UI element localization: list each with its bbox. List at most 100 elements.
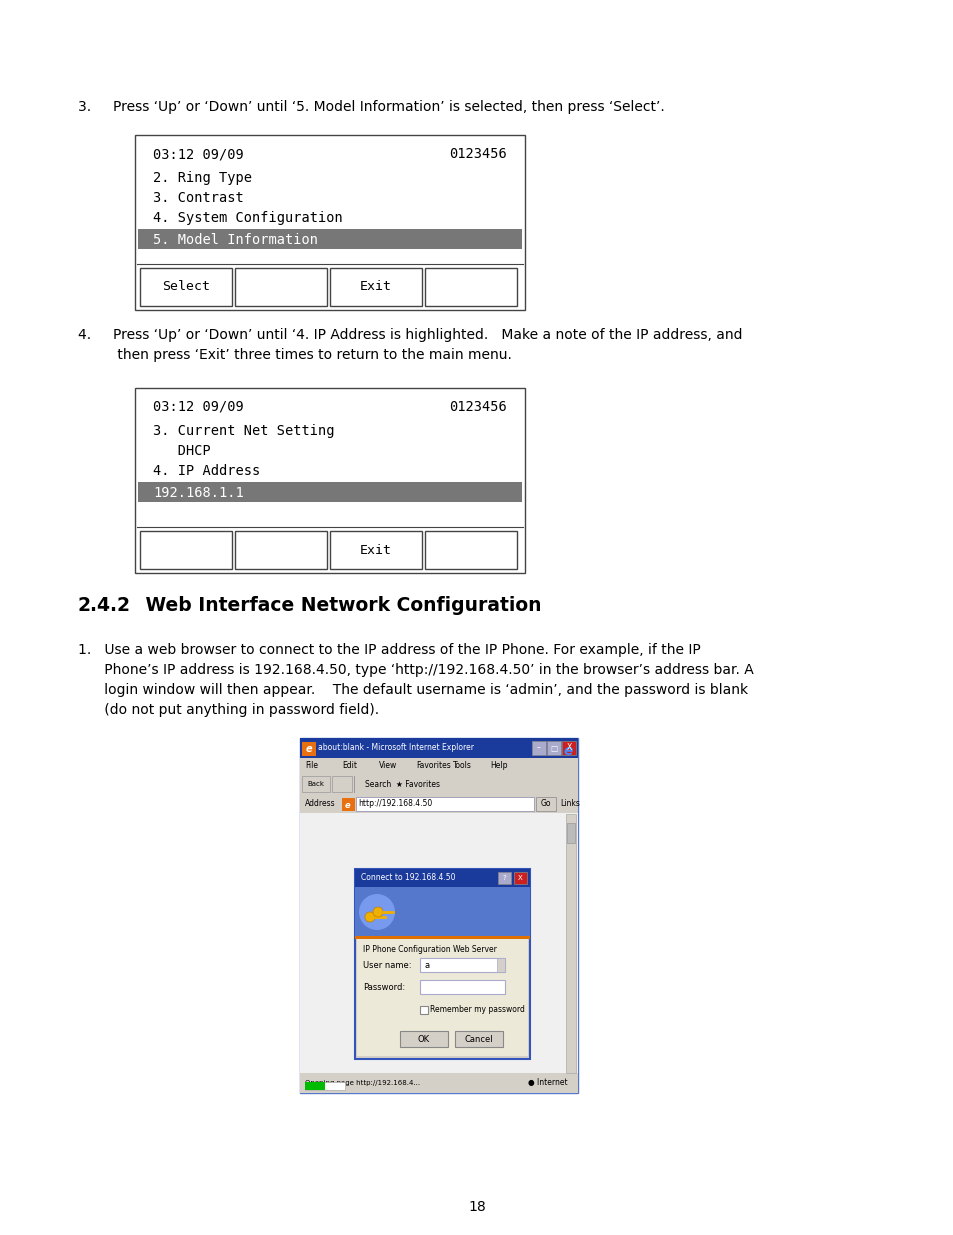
Text: 4. IP Address: 4. IP Address: [152, 464, 260, 478]
Bar: [419, 981, 504, 994]
Bar: [138, 482, 521, 501]
Bar: [305, 1082, 345, 1091]
Text: ● Internet: ● Internet: [527, 1078, 567, 1088]
Text: X: X: [517, 876, 522, 881]
Text: 3. Contrast: 3. Contrast: [152, 191, 244, 205]
Bar: [497, 958, 504, 972]
Text: e: e: [305, 743, 312, 755]
Bar: [234, 531, 327, 569]
Bar: [561, 741, 576, 755]
Bar: [514, 872, 526, 884]
Text: e: e: [345, 800, 351, 809]
Text: 1.   Use a web browser to connect to the IP address of the IP Phone. For example: 1. Use a web browser to connect to the I…: [78, 643, 700, 657]
Bar: [455, 1031, 502, 1047]
Text: 0123456: 0123456: [449, 147, 506, 161]
Circle shape: [365, 911, 375, 923]
Circle shape: [358, 894, 395, 930]
Text: Edit: Edit: [341, 762, 356, 771]
Text: 18: 18: [468, 1200, 485, 1214]
Text: e: e: [562, 743, 572, 758]
Bar: [399, 1031, 448, 1047]
Bar: [424, 268, 517, 306]
Text: Go: Go: [540, 799, 551, 809]
Text: IP Phone Configuration Web Server: IP Phone Configuration Web Server: [363, 945, 497, 953]
Text: User name:: User name:: [363, 961, 411, 969]
Bar: [138, 228, 521, 249]
Text: 192.168.1.1: 192.168.1.1: [152, 487, 244, 500]
Bar: [302, 776, 330, 792]
Text: Remember my password: Remember my password: [430, 1004, 524, 1014]
Text: ?: ?: [502, 876, 506, 881]
Text: DHCP: DHCP: [152, 445, 211, 458]
Text: X: X: [566, 743, 571, 752]
Text: Tools: Tools: [453, 762, 472, 771]
Bar: [497, 872, 511, 884]
Text: Help: Help: [490, 762, 507, 771]
Text: 4. System Configuration: 4. System Configuration: [152, 211, 342, 225]
Bar: [299, 1073, 578, 1093]
Text: Exit: Exit: [359, 543, 392, 557]
Bar: [419, 1007, 428, 1014]
Text: (do not put anything in password field).: (do not put anything in password field).: [78, 703, 378, 718]
Bar: [140, 531, 232, 569]
Text: Web Interface Network Configuration: Web Interface Network Configuration: [126, 597, 541, 615]
Bar: [302, 742, 315, 756]
Text: View: View: [378, 762, 396, 771]
Bar: [299, 813, 578, 1073]
Text: Cancel: Cancel: [464, 1035, 493, 1044]
Bar: [305, 1082, 325, 1091]
Bar: [565, 814, 576, 1073]
Bar: [559, 742, 576, 760]
Bar: [332, 776, 352, 792]
Circle shape: [373, 906, 382, 918]
Bar: [299, 758, 578, 774]
Bar: [330, 531, 421, 569]
Text: Address: Address: [305, 799, 335, 809]
Text: Connect to 192.168.4.50: Connect to 192.168.4.50: [360, 873, 455, 883]
Bar: [140, 268, 232, 306]
Text: Opening page http://192.168.4...: Opening page http://192.168.4...: [305, 1079, 419, 1086]
Bar: [536, 797, 556, 811]
Text: 0123456: 0123456: [449, 400, 506, 414]
Text: Search  ★ Favorites: Search ★ Favorites: [365, 779, 439, 788]
Text: login window will then appear.    The default username is ‘admin’, and the passw: login window will then appear. The defau…: [78, 683, 747, 697]
Bar: [356, 937, 527, 1056]
Text: http://192.168.4.50: http://192.168.4.50: [357, 799, 432, 809]
Bar: [299, 794, 578, 813]
Text: Links: Links: [559, 799, 579, 809]
Bar: [532, 741, 545, 755]
Bar: [135, 135, 524, 310]
Text: Back: Back: [307, 781, 324, 787]
Text: 3. Current Net Setting: 3. Current Net Setting: [152, 424, 335, 438]
Bar: [566, 823, 575, 844]
Text: then press ‘Exit’ three times to return to the main menu.: then press ‘Exit’ three times to return …: [78, 348, 512, 362]
Bar: [419, 958, 504, 972]
Text: Exit: Exit: [359, 280, 392, 294]
Bar: [234, 268, 327, 306]
Bar: [299, 739, 578, 758]
Text: 2. Ring Type: 2. Ring Type: [152, 170, 252, 185]
Bar: [355, 797, 534, 811]
Text: 3.     Press ‘Up’ or ‘Down’ until ‘5. Model Information’ is selected, then press: 3. Press ‘Up’ or ‘Down’ until ‘5. Model …: [78, 100, 664, 114]
Bar: [299, 774, 578, 794]
Text: File: File: [305, 762, 317, 771]
Text: a: a: [424, 961, 430, 969]
Bar: [355, 887, 530, 937]
Text: 03:12 09/09: 03:12 09/09: [152, 147, 244, 161]
Text: 4.     Press ‘Up’ or ‘Down’ until ‘4. IP Address is highlighted.   Make a note o: 4. Press ‘Up’ or ‘Down’ until ‘4. IP Add…: [78, 329, 741, 342]
Text: Phone’s IP address is 192.168.4.50, type ‘http://192.168.4.50’ in the browser’s : Phone’s IP address is 192.168.4.50, type…: [78, 663, 753, 677]
Text: 2.4.2: 2.4.2: [78, 597, 131, 615]
Text: 5. Model Information: 5. Model Information: [152, 233, 317, 247]
Bar: [424, 531, 517, 569]
Text: 03:12 09/09: 03:12 09/09: [152, 400, 244, 414]
Text: Select: Select: [162, 280, 210, 294]
Bar: [355, 869, 530, 887]
Bar: [330, 268, 421, 306]
Text: about:blank - Microsoft Internet Explorer: about:blank - Microsoft Internet Explore…: [317, 743, 474, 752]
Bar: [546, 741, 560, 755]
Text: □: □: [550, 743, 558, 752]
Bar: [299, 739, 578, 1093]
Text: Password:: Password:: [363, 983, 405, 992]
Text: –: –: [537, 743, 540, 752]
Bar: [355, 869, 530, 1058]
